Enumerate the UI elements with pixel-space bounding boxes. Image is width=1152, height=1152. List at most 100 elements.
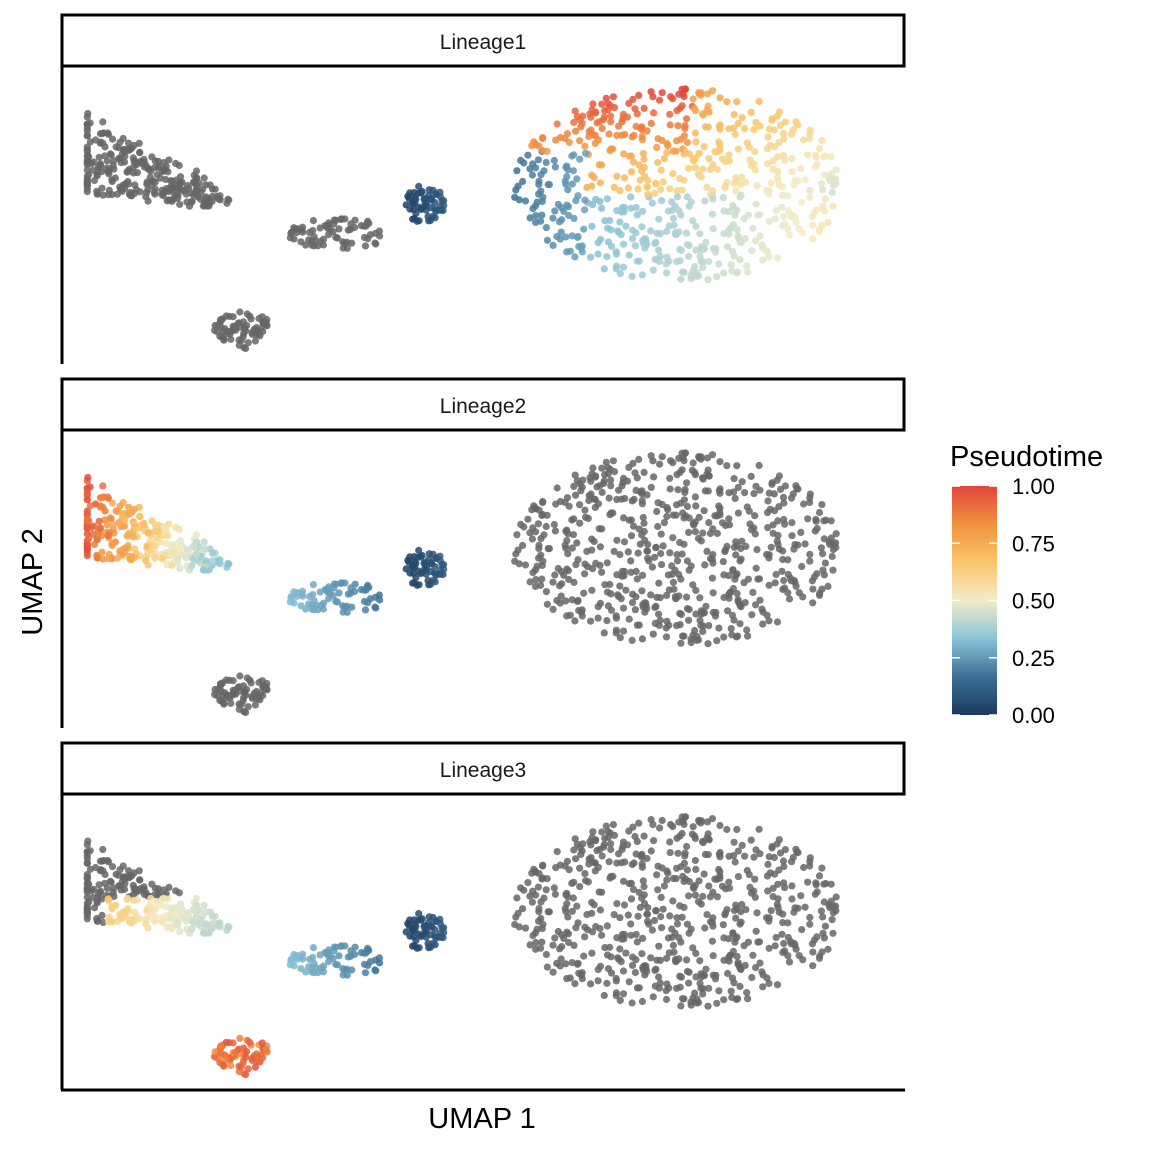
scatter-point bbox=[742, 542, 750, 551]
scatter-point bbox=[631, 242, 640, 250]
scatter-point bbox=[641, 244, 649, 252]
scatter-point bbox=[562, 960, 570, 968]
scatter-point bbox=[708, 87, 717, 95]
scatter-point bbox=[726, 951, 735, 959]
scatter-point bbox=[657, 893, 665, 902]
scatter-point bbox=[756, 850, 764, 858]
scatter-point bbox=[708, 574, 717, 582]
scatter-point bbox=[712, 971, 720, 979]
scatter-point bbox=[680, 995, 688, 1003]
scatter-point bbox=[410, 189, 418, 197]
scatter-point bbox=[532, 891, 540, 899]
scatter-point bbox=[655, 984, 663, 992]
scatter-point bbox=[787, 213, 795, 221]
scatter-point bbox=[620, 931, 629, 939]
facet-title-lineage1: Lineage1 bbox=[440, 31, 526, 54]
scatter-point bbox=[577, 487, 585, 495]
scatter-point bbox=[561, 177, 569, 185]
scatter-point bbox=[332, 597, 340, 606]
scatter-point bbox=[144, 165, 152, 173]
scatter-point bbox=[84, 109, 92, 118]
scatter-point bbox=[528, 898, 537, 906]
scatter-point bbox=[738, 478, 746, 486]
scatter-point bbox=[630, 131, 638, 139]
scatter-point bbox=[732, 538, 740, 546]
scatter-point bbox=[290, 951, 298, 959]
scatter-point bbox=[699, 627, 707, 636]
scatter-point bbox=[751, 893, 759, 901]
scatter-point bbox=[652, 543, 660, 552]
scatter-point bbox=[520, 159, 528, 167]
scatter-point bbox=[600, 843, 608, 851]
scatter-point bbox=[784, 206, 792, 215]
scatter-point bbox=[570, 214, 578, 222]
scatter-point bbox=[577, 123, 585, 131]
scatter-point bbox=[642, 964, 650, 973]
scatter-point bbox=[654, 499, 662, 507]
scatter-point bbox=[691, 832, 699, 840]
scatter-point bbox=[800, 500, 808, 508]
scatter-point bbox=[159, 895, 167, 903]
scatter-point bbox=[680, 903, 688, 912]
scatter-point bbox=[310, 233, 318, 241]
scatter-point bbox=[781, 482, 790, 490]
scatter-point bbox=[713, 529, 722, 538]
scatter-point bbox=[332, 233, 340, 241]
scatter-point bbox=[325, 946, 333, 954]
scatter-point bbox=[629, 459, 637, 467]
scatter-point bbox=[220, 1061, 228, 1070]
scatter-point bbox=[123, 168, 131, 176]
scatter-point bbox=[222, 1038, 230, 1046]
scatter-point bbox=[552, 500, 560, 508]
scatter-point bbox=[752, 964, 760, 972]
scatter-point bbox=[636, 903, 644, 912]
scatter-point bbox=[692, 246, 700, 254]
scatter-point bbox=[591, 109, 600, 117]
scatter-point bbox=[85, 535, 93, 543]
scatter-point bbox=[366, 231, 374, 239]
scatter-point bbox=[632, 850, 640, 858]
scatter-point bbox=[767, 179, 775, 187]
scatter-point bbox=[781, 156, 789, 164]
scatter-point bbox=[84, 515, 92, 523]
scatter-point bbox=[297, 602, 305, 610]
scatter-point bbox=[775, 472, 784, 480]
scatter-point bbox=[764, 524, 772, 532]
scatter-point bbox=[543, 236, 552, 244]
scatter-point bbox=[347, 584, 355, 592]
scatter-point bbox=[622, 222, 630, 230]
scatter-point bbox=[658, 89, 666, 97]
scatter-point bbox=[142, 920, 150, 928]
scatter-point bbox=[332, 580, 340, 588]
scatter-point bbox=[794, 541, 802, 549]
scatter-point bbox=[562, 527, 570, 535]
scatter-point bbox=[680, 540, 688, 548]
scatter-point bbox=[172, 523, 180, 532]
scatter-point bbox=[650, 916, 659, 925]
scatter-point bbox=[629, 823, 637, 831]
scatter-point bbox=[653, 507, 661, 515]
scatter-point bbox=[785, 958, 794, 966]
scatter-point bbox=[572, 197, 580, 205]
scatter-point bbox=[832, 539, 840, 547]
scatter-point bbox=[562, 597, 570, 605]
scatter-point bbox=[741, 489, 749, 497]
scatter-point bbox=[539, 134, 547, 142]
scatter-point bbox=[773, 173, 781, 181]
scatter-point bbox=[577, 850, 585, 859]
scatter-point bbox=[83, 181, 91, 189]
colorbar-tick-label: 0.25 bbox=[1012, 646, 1055, 671]
scatter-point bbox=[798, 198, 806, 207]
scatter-point bbox=[685, 979, 693, 987]
scatter-point bbox=[615, 122, 623, 130]
scatter-point bbox=[242, 1071, 250, 1079]
scatter-point bbox=[335, 225, 343, 233]
scatter-point bbox=[125, 190, 133, 198]
scatter-point bbox=[678, 913, 686, 921]
scatter-point bbox=[659, 542, 667, 550]
scatter-point bbox=[627, 895, 636, 903]
scatter-point bbox=[603, 253, 611, 261]
scatter-point bbox=[607, 872, 615, 881]
scatter-point bbox=[581, 142, 589, 150]
scatter-point bbox=[619, 240, 628, 248]
